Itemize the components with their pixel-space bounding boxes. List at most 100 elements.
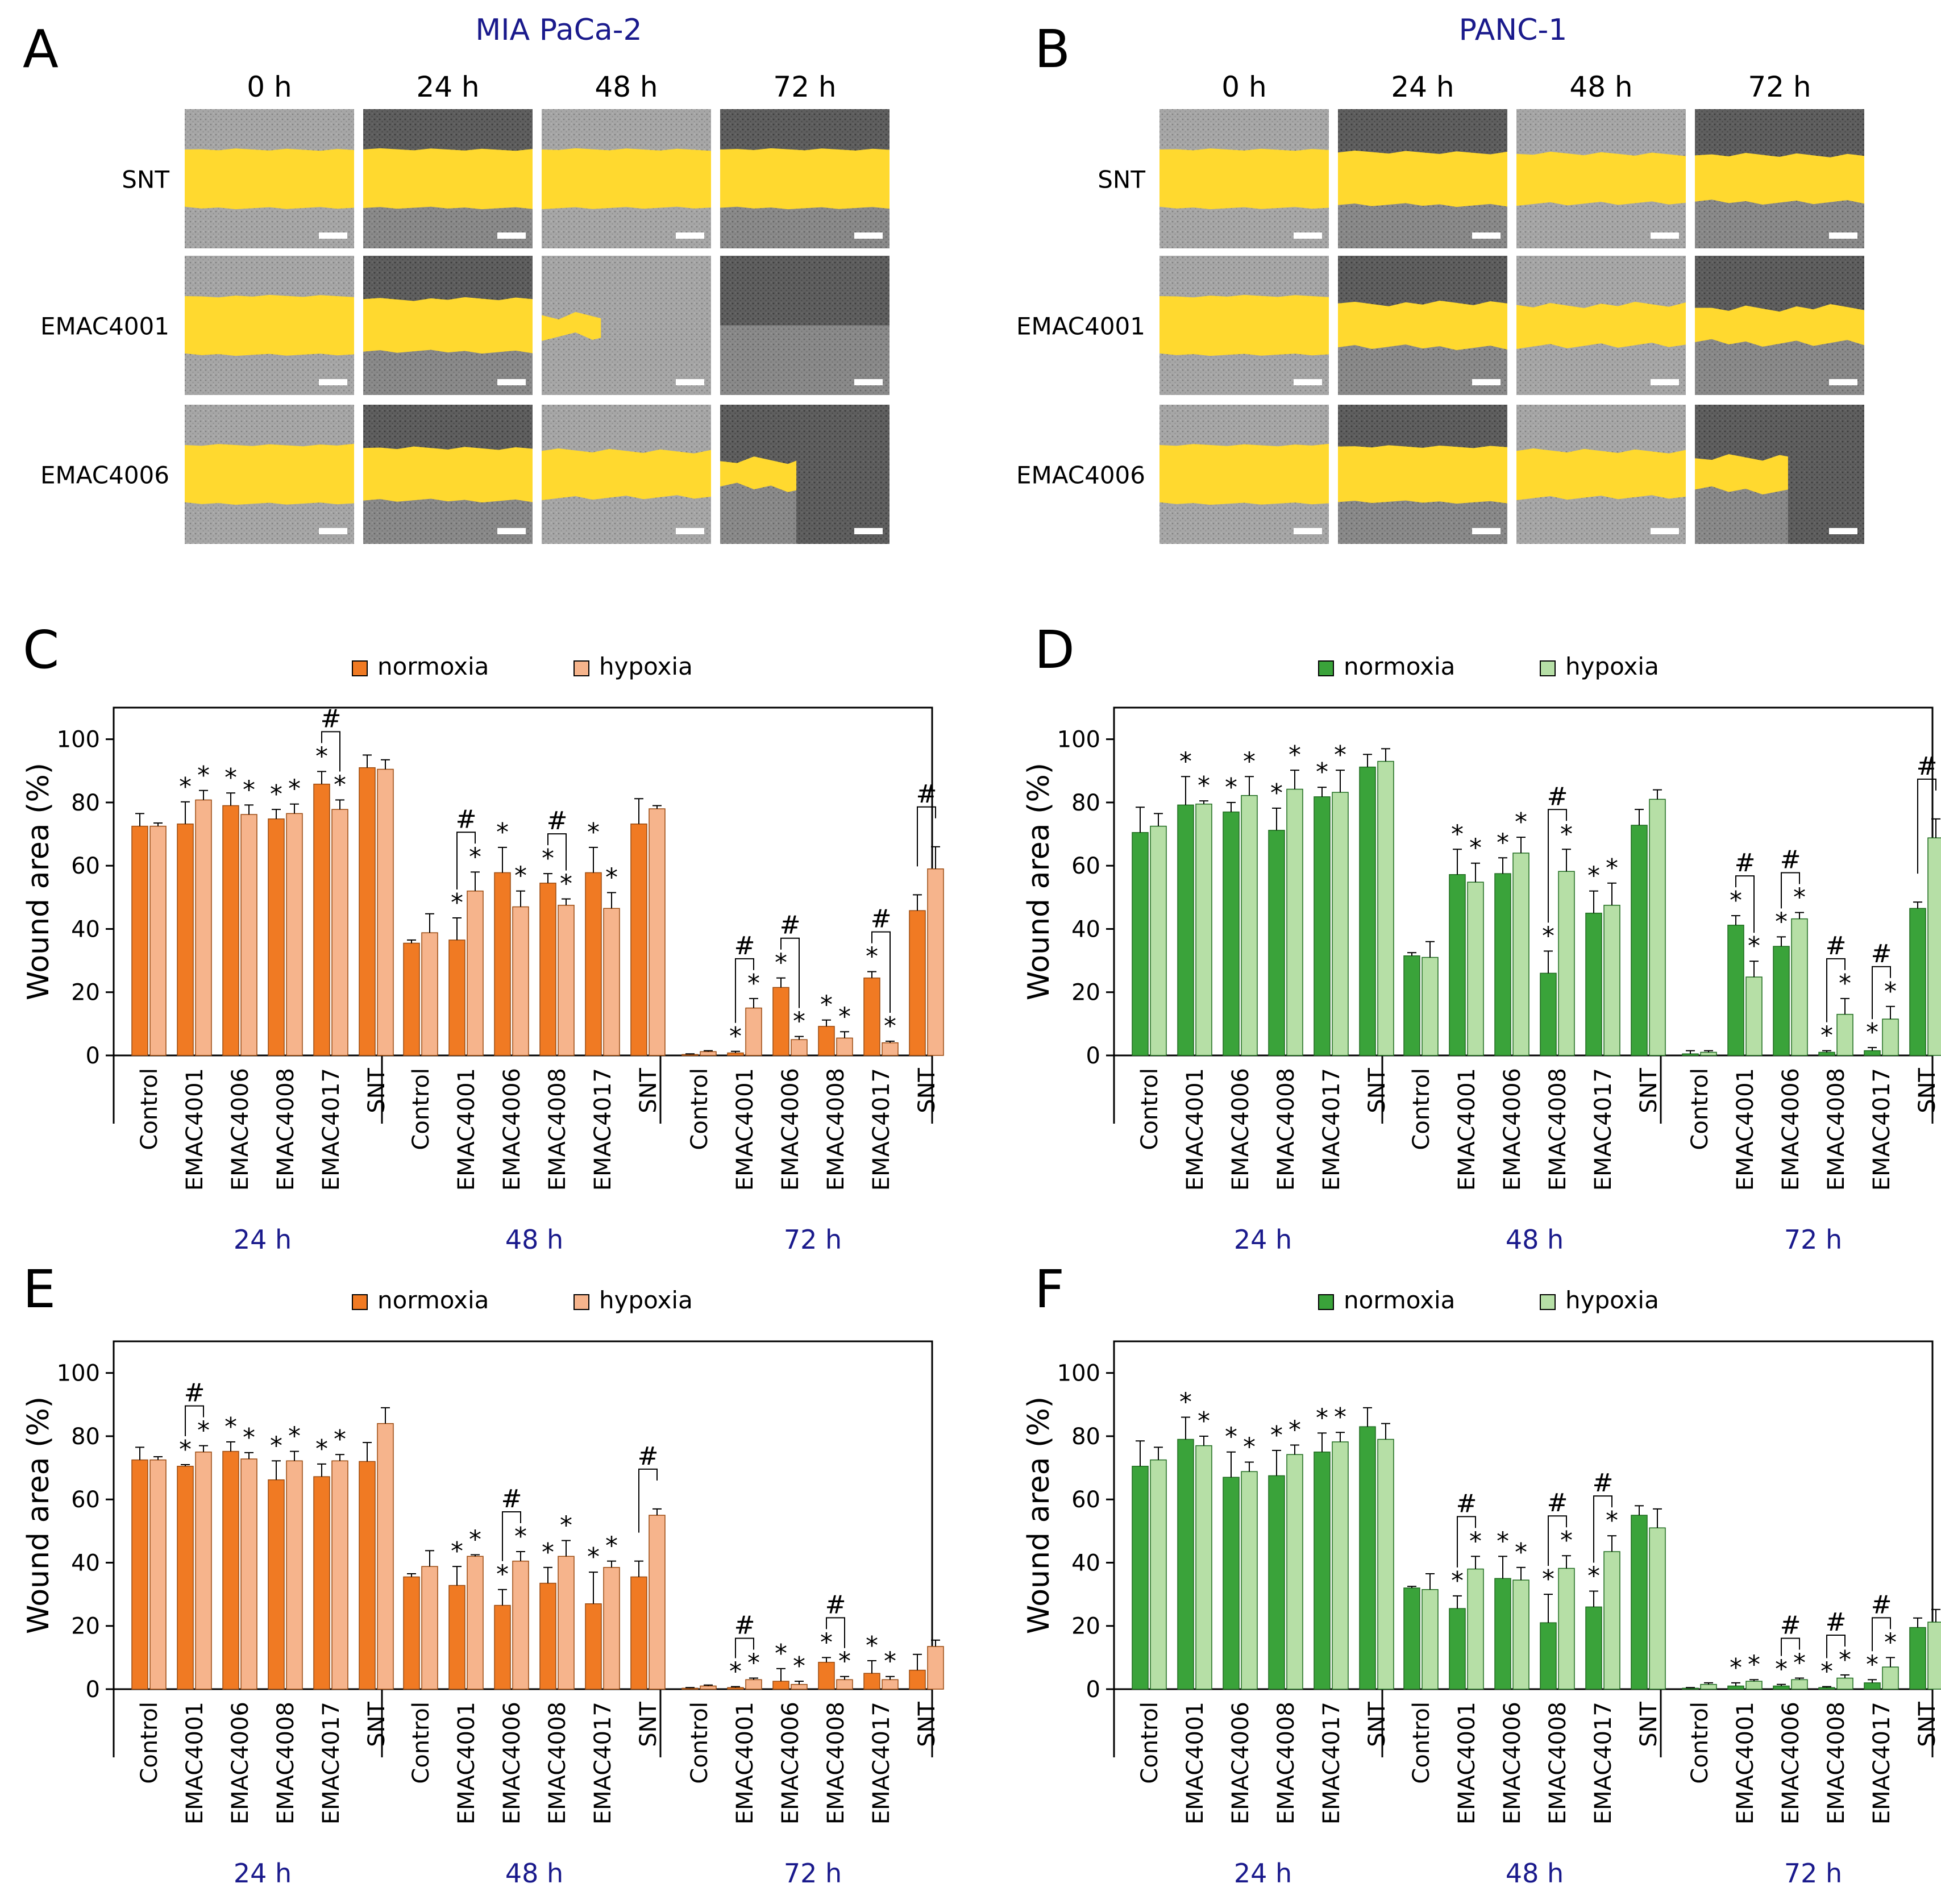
y-tick-label: 100 <box>57 727 100 753</box>
hash-bracket: # <box>1871 1590 1892 1652</box>
hash-mark: # <box>734 932 755 961</box>
bar-normoxia <box>177 823 194 1056</box>
y-tick-label: 60 <box>71 1487 100 1513</box>
significance-star: * <box>1289 1415 1301 1444</box>
bar-hypoxia <box>421 1566 438 1690</box>
category-label: EMAC4006 <box>778 1702 804 1824</box>
row-label: EMAC4001 <box>40 313 169 340</box>
significance-star: * <box>560 1511 572 1540</box>
wound-region <box>1516 151 1686 206</box>
significance-star: * <box>1469 834 1482 863</box>
wound-image <box>542 405 711 544</box>
hash-mark: # <box>1735 849 1756 878</box>
panel-letter-E: E <box>23 1259 56 1320</box>
bar-normoxia <box>448 939 465 1056</box>
significance-star: * <box>605 863 618 892</box>
significance-star: * <box>243 1423 255 1452</box>
category-label: EMAC4001 <box>454 1068 480 1191</box>
significance-star: * <box>542 1538 554 1567</box>
bar-hypoxia <box>1377 760 1394 1056</box>
category-label: EMAC4008 <box>1823 1068 1849 1191</box>
significance-star: * <box>334 770 346 799</box>
bar-hypoxia <box>882 1679 899 1690</box>
bar-normoxia <box>1132 832 1149 1056</box>
bar-normoxia <box>131 825 148 1056</box>
wound-region <box>363 297 533 354</box>
y-tick-label: 40 <box>1071 1550 1100 1576</box>
hash-bracket: # <box>1735 849 1756 933</box>
bar-normoxia <box>1314 796 1331 1056</box>
category-label: EMAC4008 <box>823 1702 849 1824</box>
wound-region <box>720 148 890 210</box>
wound-region <box>185 148 354 210</box>
wound-region <box>363 148 533 210</box>
scale-bar <box>1829 379 1857 385</box>
hash-bracket: # <box>916 780 937 867</box>
y-tick-label: 0 <box>1086 1043 1100 1069</box>
category-label: EMAC4001 <box>1182 1068 1208 1191</box>
significance-star: * <box>243 775 255 804</box>
scale-bar <box>1829 232 1857 239</box>
bar-normoxia <box>403 1576 420 1690</box>
category-label: EMAC4001 <box>182 1702 208 1824</box>
scale-bar <box>1472 379 1501 385</box>
bar-hypoxia <box>377 1423 394 1690</box>
category-label: Control <box>687 1702 713 1784</box>
category-label: EMAC4017 <box>1319 1702 1345 1824</box>
scale-bar <box>319 528 347 534</box>
bar-normoxia <box>727 1687 744 1690</box>
significance-star: * <box>1515 808 1527 837</box>
bar-normoxia <box>818 1026 835 1056</box>
bar-hypoxia <box>1745 1681 1763 1690</box>
legend-swatch-normoxia <box>1318 660 1334 676</box>
significance-star: * <box>315 742 328 771</box>
category-label: EMAC4017 <box>1869 1702 1895 1824</box>
bar-hypoxia <box>649 808 666 1056</box>
bar-normoxia <box>1359 1426 1376 1690</box>
category-label: SNT <box>635 1067 662 1113</box>
bar-normoxia <box>313 1476 330 1690</box>
category-label: EMAC4017 <box>1869 1068 1895 1191</box>
bar-hypoxia <box>558 904 575 1056</box>
bar-hypoxia <box>1745 976 1763 1056</box>
bar-hypoxia <box>649 1515 666 1690</box>
panel-letter-B: B <box>1034 19 1070 80</box>
bar-normoxia <box>1909 908 1926 1056</box>
bracket-line <box>826 1617 845 1648</box>
legend-label-hypoxia: hypoxia <box>599 652 693 680</box>
wound-region <box>1516 448 1686 501</box>
significance-star: * <box>838 1647 851 1676</box>
significance-star: * <box>514 862 527 891</box>
category-label: SNT <box>635 1701 662 1747</box>
bar-normoxia <box>1631 1515 1648 1690</box>
scale-bar <box>1651 232 1679 239</box>
bar-normoxia <box>1585 1606 1602 1690</box>
scale-bar <box>1651 379 1679 385</box>
bracket-line <box>502 1511 521 1561</box>
significance-star: * <box>1866 1650 1878 1679</box>
bar-normoxia <box>1268 1475 1285 1690</box>
significance-star: * <box>225 1412 237 1441</box>
hash-mark: # <box>184 1379 205 1408</box>
significance-star: * <box>1542 921 1555 950</box>
wound-region <box>1338 445 1507 504</box>
group-label: 48 h <box>1506 1224 1564 1255</box>
category-label: SNT <box>364 1067 390 1113</box>
hash-mark: # <box>1780 1611 1801 1640</box>
bar-normoxia <box>1864 1682 1881 1690</box>
significance-star: * <box>197 761 210 790</box>
hash-mark: # <box>1547 782 1568 811</box>
time-label: 72 h <box>1748 70 1811 103</box>
significance-star: * <box>1451 820 1464 849</box>
wound-image <box>1338 109 1507 248</box>
bar-hypoxia <box>1882 1666 1899 1690</box>
row-label: EMAC4006 <box>40 462 169 489</box>
wound-region <box>1516 301 1686 350</box>
hash-mark: # <box>321 704 342 733</box>
wound-image <box>1159 256 1329 395</box>
category-label: SNT <box>1636 1701 1662 1747</box>
bar-normoxia <box>1177 1439 1194 1690</box>
bar-normoxia <box>585 1603 602 1690</box>
